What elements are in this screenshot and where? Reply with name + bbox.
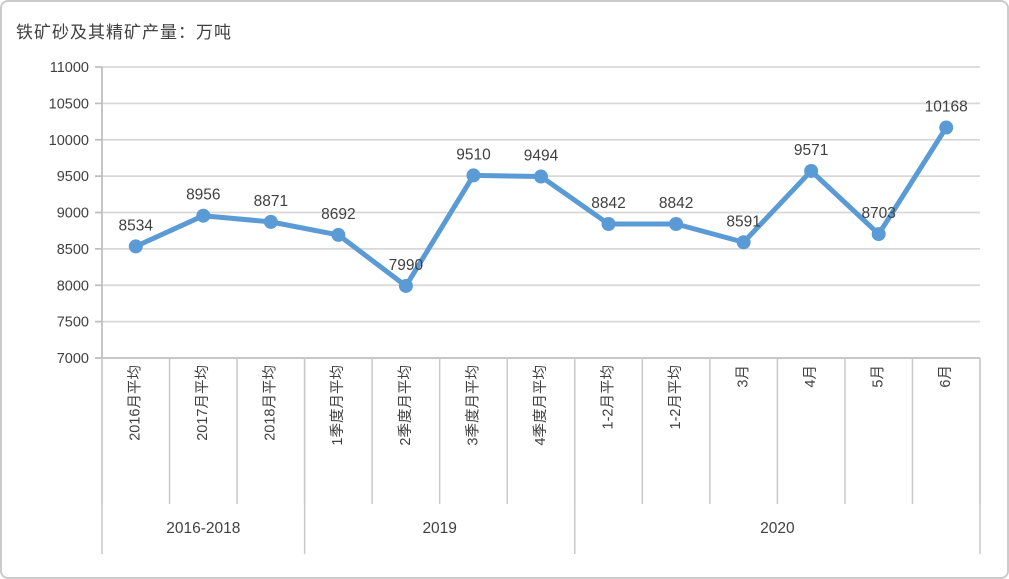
- data-point-label: 8842: [591, 195, 625, 212]
- data-point-label: 9571: [794, 142, 828, 159]
- x-axis-label: 1季度月平均: [329, 365, 346, 446]
- x-axis-label: 3月: [735, 365, 751, 388]
- data-point-label: 8591: [726, 213, 760, 230]
- data-point-marker: [939, 120, 954, 135]
- y-axis-tick-label: 9000: [57, 206, 89, 222]
- data-point-label: 9510: [456, 146, 491, 163]
- data-point-marker: [398, 278, 413, 293]
- data-point-marker: [331, 227, 346, 242]
- x-axis-label: 1-2月平均: [667, 365, 684, 429]
- data-point-label: 10168: [925, 99, 968, 116]
- data-point-marker: [871, 227, 886, 242]
- y-axis-tick-label: 10500: [49, 96, 89, 112]
- data-point-marker: [466, 168, 481, 183]
- x-axis-label: 6月: [938, 365, 954, 388]
- data-point-marker: [736, 235, 751, 250]
- data-point-marker: [196, 208, 211, 223]
- data-point-marker: [804, 163, 819, 178]
- data-point-label: 8692: [321, 206, 355, 223]
- data-point-label: 9494: [524, 148, 559, 165]
- data-point-label: 8842: [659, 195, 693, 212]
- data-point-label: 8956: [186, 187, 220, 204]
- x-axis-label: 4月: [803, 365, 819, 388]
- x-axis-label: 2017月平均: [194, 365, 211, 441]
- y-axis-tick-label: 7500: [57, 315, 89, 331]
- x-axis-label: 4季度月平均: [532, 365, 549, 446]
- x-axis-label: 1-2月平均: [599, 365, 616, 429]
- data-point-label: 8703: [861, 205, 895, 222]
- data-point-marker: [669, 216, 684, 231]
- group-label: 2020: [760, 520, 795, 537]
- x-axis-label: 2016月平均: [127, 365, 144, 441]
- group-label: 2016-2018: [166, 520, 240, 537]
- chart-title: 铁矿砂及其精矿产量：万吨: [16, 23, 232, 42]
- x-axis-label: 3季度月平均: [464, 365, 481, 446]
- group-label: 2019: [422, 520, 456, 537]
- data-point-label: 8871: [254, 193, 288, 210]
- y-axis-tick-label: 7000: [57, 351, 89, 367]
- y-axis-tick-label: 10000: [49, 133, 89, 149]
- data-point-marker: [601, 216, 616, 231]
- data-point-marker: [263, 214, 278, 229]
- y-axis-tick-label: 11000: [50, 60, 89, 76]
- x-axis-label: 2季度月平均: [397, 365, 414, 446]
- y-axis-tick-label: 9500: [57, 169, 89, 185]
- y-axis-tick-label: 8000: [57, 278, 89, 294]
- data-point-label: 8534: [119, 217, 154, 234]
- x-axis-label: 2018月平均: [262, 365, 279, 441]
- data-point-label: 7990: [389, 257, 424, 274]
- data-point-marker: [128, 239, 143, 254]
- x-axis-label: 5月: [871, 365, 887, 388]
- y-axis-tick-label: 8500: [57, 242, 89, 258]
- data-point-marker: [534, 169, 548, 184]
